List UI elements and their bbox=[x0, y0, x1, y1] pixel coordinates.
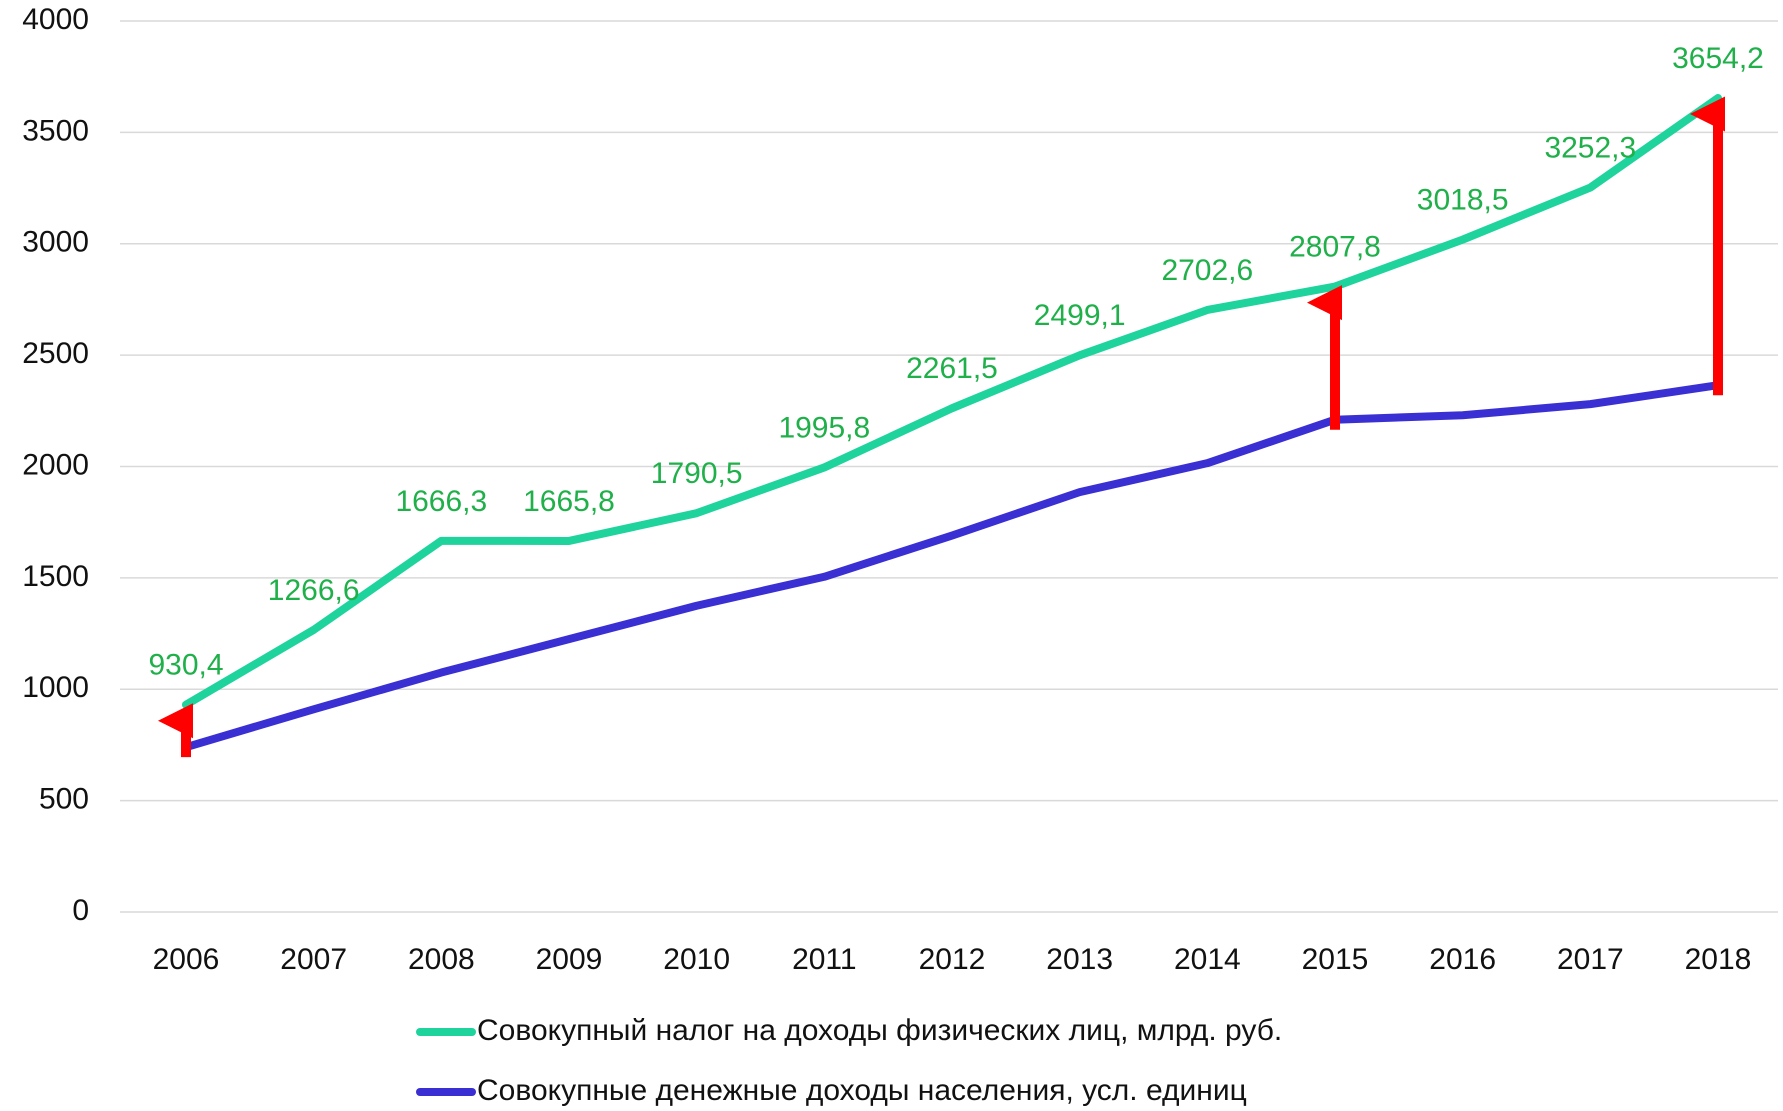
x-tick-label: 2016 bbox=[1429, 943, 1496, 976]
x-tick-label: 2010 bbox=[663, 943, 730, 976]
data-label: 1666,3 bbox=[395, 485, 487, 518]
x-tick-label: 2006 bbox=[153, 943, 220, 976]
x-tick-label: 2009 bbox=[536, 943, 603, 976]
y-tick-label: 0 bbox=[72, 894, 89, 927]
series-line bbox=[182, 94, 1722, 709]
data-label: 1790,5 bbox=[651, 457, 743, 490]
series-line bbox=[182, 381, 1722, 752]
y-tick-label: 2500 bbox=[22, 337, 89, 370]
x-tick-label: 2017 bbox=[1557, 943, 1624, 976]
x-tick-label: 2007 bbox=[280, 943, 347, 976]
x-tick-label: 2013 bbox=[1046, 943, 1113, 976]
data-label: 2807,8 bbox=[1289, 230, 1381, 263]
data-label: 2702,6 bbox=[1161, 254, 1253, 287]
x-tick-label: 2008 bbox=[408, 943, 475, 976]
data-label: 2261,5 bbox=[906, 352, 998, 385]
x-tick-label: 2018 bbox=[1685, 943, 1752, 976]
data-label: 2499,1 bbox=[1034, 299, 1126, 332]
y-tick-label: 500 bbox=[39, 783, 89, 816]
y-tick-label: 1000 bbox=[22, 671, 89, 704]
legend-label: Совокупный налог на доходы физических ли… bbox=[477, 1014, 1282, 1047]
x-tick-label: 2011 bbox=[792, 943, 857, 976]
x-tick-label: 2012 bbox=[919, 943, 986, 976]
data-label: 3654,2 bbox=[1672, 42, 1764, 75]
y-tick-label: 3000 bbox=[22, 226, 89, 259]
x-tick-label: 2015 bbox=[1302, 943, 1369, 976]
y-tick-label: 1500 bbox=[22, 560, 89, 593]
data-label: 3252,3 bbox=[1544, 131, 1636, 164]
data-label: 1995,8 bbox=[778, 411, 870, 444]
data-label: 1266,6 bbox=[268, 574, 360, 607]
y-tick-label: 2000 bbox=[22, 448, 89, 481]
x-tick-label: 2014 bbox=[1174, 943, 1241, 976]
data-label: 930,4 bbox=[148, 649, 223, 682]
y-tick-label: 4000 bbox=[22, 3, 89, 36]
legend-label: Совокупные денежные доходы населения, ус… bbox=[477, 1074, 1247, 1106]
data-label: 1665,8 bbox=[523, 485, 615, 518]
data-label: 3018,5 bbox=[1417, 184, 1509, 217]
y-tick-label: 3500 bbox=[22, 114, 89, 147]
